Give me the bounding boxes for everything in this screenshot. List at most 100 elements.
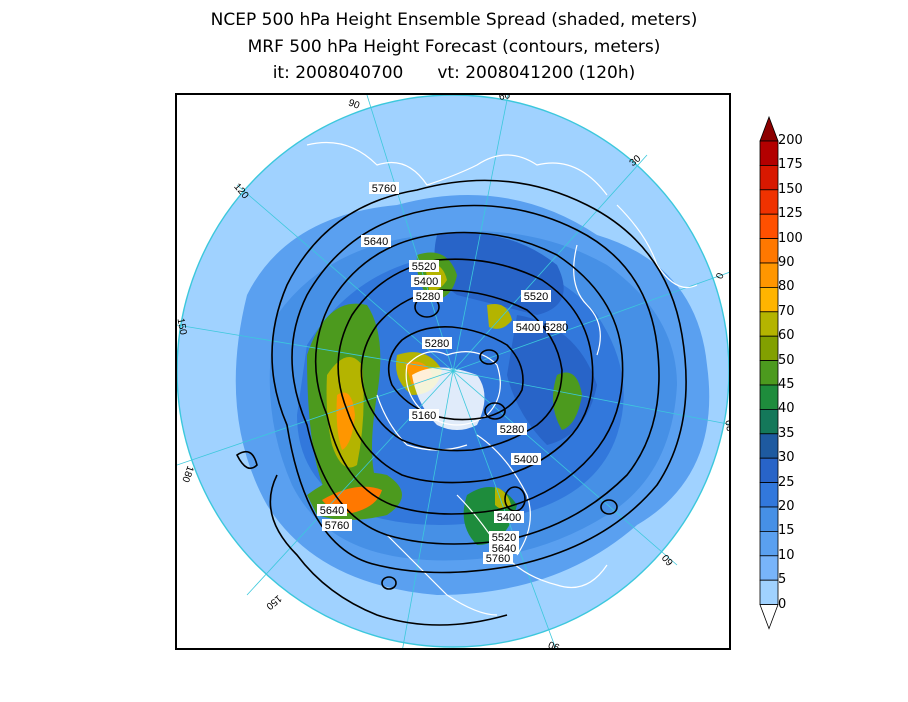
chart-time-line: it: 2008040700 vt: 2008041200 (120h) (0, 63, 908, 83)
coastlines (306, 141, 698, 616)
lon-label-90-n: 90 (347, 98, 362, 112)
map-frame: 5760 5640 5520 5400 5280 5520 5400 5280 … (175, 93, 731, 650)
contour-labels: 5760 5640 5520 5400 5280 5520 5400 5280 … (317, 182, 568, 565)
svg-text:5280: 5280 (544, 322, 568, 334)
contour-label-5640-sw: 5640 (317, 504, 347, 517)
contour-label-5760-s: 5760 (483, 552, 513, 565)
contour-label-5520-north: 5520 (409, 260, 439, 273)
colorbar-over-triangle (759, 115, 779, 142)
chart-title-line2: MRF 500 hPa Height Forecast (contours, m… (247, 37, 661, 57)
lon-label-180: 180 (179, 464, 195, 484)
contour-high-se (600, 499, 618, 515)
svg-text:5760: 5760 (372, 183, 396, 195)
svg-text:5400: 5400 (497, 512, 521, 524)
colorbar-tick-label: 50 (778, 352, 795, 368)
lon-label-150-sw: 150 (263, 592, 283, 611)
contour-label-5280-se: 5280 (497, 423, 527, 436)
contour-5760-south (269, 474, 508, 626)
colorbar-swatch (759, 482, 779, 508)
colorbar (759, 115, 779, 630)
svg-text:5160: 5160 (412, 410, 436, 422)
lon-label-0: 0 (715, 271, 727, 280)
lon-label-60-se: 60 (660, 551, 676, 567)
colorbar-swatch (759, 408, 779, 435)
spread-shade-60b (487, 304, 512, 329)
svg-text:5640: 5640 (364, 236, 388, 248)
contour-label-5520-s: 5520 (489, 531, 519, 544)
svg-text:5400: 5400 (514, 454, 538, 466)
svg-text:5520: 5520 (412, 261, 436, 273)
colorbar-tick-label: 100 (778, 230, 803, 246)
colorbar-tick-label: 90 (778, 255, 795, 270)
contour-label-5760-sw: 5760 (322, 519, 352, 532)
valid-time-label: vt: 2008041200 (120h) (437, 63, 636, 83)
contour-5400 (337, 258, 594, 484)
colorbar-tick-label: 200 (778, 133, 803, 148)
colorbar-swatch (759, 506, 779, 532)
colorbar-under-triangle (759, 604, 779, 630)
svg-text:5640: 5640 (320, 505, 344, 517)
lon-label-60-top: 60 (498, 95, 511, 103)
colorbar-swatch (759, 140, 779, 166)
contour-label-5520-east: 5520 (521, 290, 551, 303)
svg-text:5400: 5400 (414, 276, 438, 288)
contour-low-center (484, 402, 506, 420)
colorbar-swatch (759, 286, 779, 313)
colorbar-swatch (759, 555, 779, 581)
contour-5760-outer (271, 179, 687, 574)
colorbar-tick-label: 20 (778, 499, 795, 514)
polar-stereographic-map: 5760 5640 5520 5400 5280 5520 5400 5280 … (177, 95, 731, 650)
chart-title-line1: NCEP 500 hPa Height Ensemble Spread (sha… (210, 10, 698, 30)
colorbar-swatch (759, 189, 779, 215)
contour-label-5400-se: 5400 (511, 453, 541, 466)
colorbar-tick-label: 125 (778, 206, 803, 222)
contour-label-5400-east: 5400 (513, 321, 543, 334)
contour-5520 (314, 231, 624, 515)
colorbar-swatch (759, 165, 779, 191)
contour-label-5280-center: 5280 (422, 337, 452, 350)
colorbar-tick-label: 175 (778, 157, 803, 173)
colorbar-swatch (759, 262, 779, 288)
svg-text:5280: 5280 (416, 291, 440, 303)
contour-high-s (381, 576, 397, 590)
contour-label-5400-north: 5400 (411, 275, 441, 288)
colorbar-swatch (759, 579, 779, 606)
colorbar-tick-label: 15 (778, 523, 795, 539)
contour-small-west (235, 450, 258, 470)
spread-shade-90 (336, 392, 355, 450)
contour-label-5760-top: 5760 (369, 182, 399, 195)
contour-label-5280-north-low: 5280 (413, 290, 443, 303)
map-boundary-circle (177, 95, 729, 648)
svg-text:5280: 5280 (425, 338, 449, 350)
lon-label-90-s: 90 (547, 638, 562, 650)
colorbar-tick-label: 60 (778, 328, 795, 344)
lon-label-150-w: 150 (177, 317, 188, 336)
colorbar-tick-label: 45 (778, 377, 795, 392)
height-contours (235, 179, 687, 626)
colorbar-swatch (759, 530, 779, 557)
colorbar-tick-label: 40 (778, 401, 795, 417)
colorbar-swatch (759, 335, 779, 361)
svg-text:5520: 5520 (492, 532, 516, 544)
init-time-label: it: 2008040700 (272, 63, 404, 83)
colorbar-tick-label: 25 (778, 474, 795, 490)
colorbar-swatch (759, 360, 779, 386)
contour-label-5160: 5160 (409, 409, 439, 422)
colorbar-tick-label: 5 (778, 572, 787, 588)
colorbar-swatch (759, 213, 779, 239)
colorbar-tick-label: 10 (778, 547, 795, 563)
colorbar-swatch (759, 384, 779, 410)
svg-text:5760: 5760 (486, 553, 510, 565)
lon-label-30-e: 30 (724, 419, 731, 432)
svg-text:5520: 5520 (524, 291, 548, 303)
spread-shade-60c (495, 487, 511, 509)
colorbar-swatch (759, 433, 779, 459)
svg-text:5760: 5760 (325, 520, 349, 532)
contour-label-5640-top: 5640 (361, 235, 391, 248)
contour-5280 (360, 289, 563, 452)
colorbar-swatch (759, 311, 779, 337)
colorbar-tick-label: 150 (778, 181, 803, 197)
contour-5640 (291, 204, 660, 545)
colorbar-swatch (759, 238, 779, 264)
svg-text:5400: 5400 (516, 322, 540, 334)
